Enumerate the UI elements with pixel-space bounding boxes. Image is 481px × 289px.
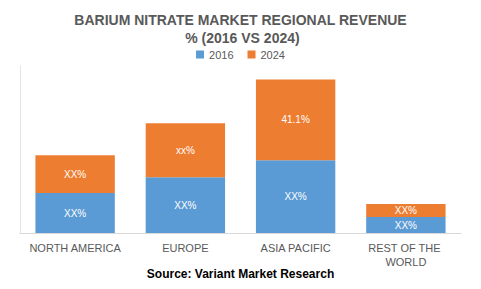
svg-text:WORLD: WORLD [385, 256, 426, 268]
svg-text:XX%: XX% [64, 208, 86, 219]
svg-text:XX%: XX% [174, 200, 196, 211]
svg-text:2024: 2024 [261, 49, 285, 61]
svg-text:Source: Variant Market Researc: Source: Variant Market Research [147, 267, 334, 281]
svg-text:BARIUM NITRATE MARKET REGIONAL: BARIUM NITRATE MARKET REGIONAL REVENUE [74, 12, 406, 28]
svg-text:XX%: XX% [285, 191, 307, 202]
svg-text:NORTH AMERICA: NORTH AMERICA [29, 242, 121, 254]
svg-text:% (2016 VS 2024): % (2016 VS 2024) [181, 30, 299, 46]
svg-text:XX%: XX% [64, 169, 86, 180]
svg-text:41.1%: 41.1% [281, 114, 309, 125]
svg-text:ASIA PACIFIC: ASIA PACIFIC [261, 242, 331, 254]
svg-text:XX%: XX% [395, 205, 417, 216]
svg-text:REST OF THE: REST OF THE [368, 242, 443, 254]
svg-text:EUROPE: EUROPE [162, 242, 208, 254]
svg-text:XX%: XX% [395, 220, 417, 231]
svg-text:xx%: xx% [176, 145, 195, 156]
svg-text:2016: 2016 [209, 49, 233, 61]
